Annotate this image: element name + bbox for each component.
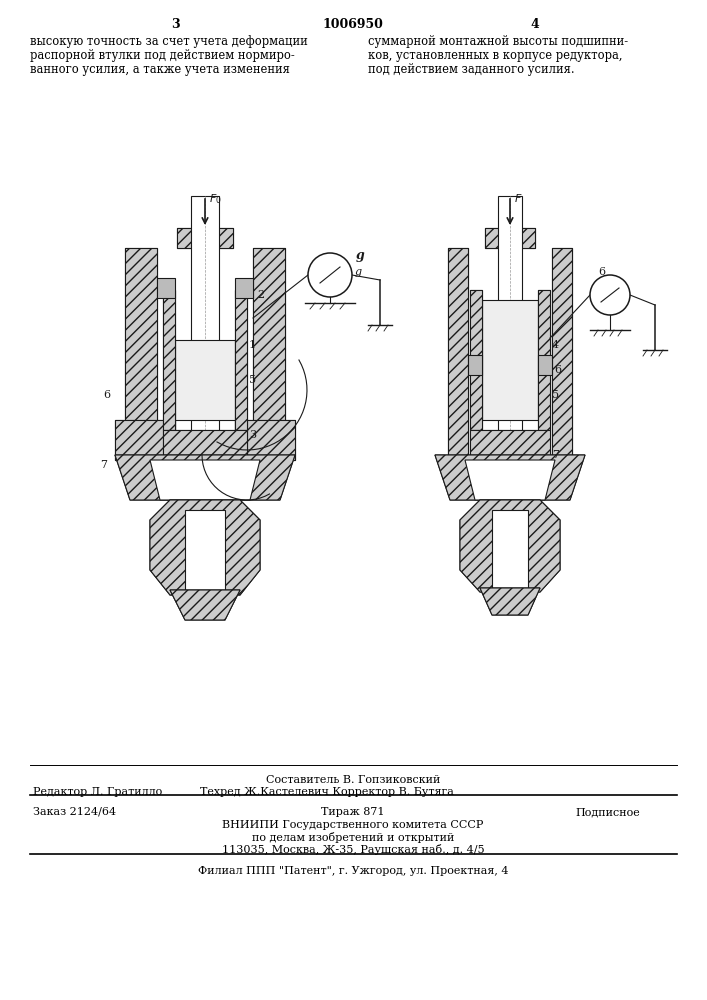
Polygon shape — [468, 355, 482, 375]
Polygon shape — [235, 290, 247, 430]
Polygon shape — [460, 500, 560, 592]
Polygon shape — [492, 510, 528, 588]
Text: Заказ 2124/64: Заказ 2124/64 — [33, 807, 116, 817]
Polygon shape — [163, 430, 247, 455]
Text: 7: 7 — [552, 450, 559, 460]
Polygon shape — [235, 290, 247, 430]
Text: Техред Ж.Кастелевич Корректор В. Бутяга: Техред Ж.Кастелевич Корректор В. Бутяга — [200, 787, 454, 797]
Text: 2: 2 — [257, 290, 264, 300]
Polygon shape — [177, 228, 233, 248]
Text: Тираж 871: Тираж 871 — [321, 807, 385, 817]
Polygon shape — [253, 248, 285, 430]
Text: 3: 3 — [249, 430, 256, 440]
Text: суммарной монтажной высоты подшипни-: суммарной монтажной высоты подшипни- — [368, 35, 628, 48]
Polygon shape — [125, 248, 157, 430]
Polygon shape — [175, 340, 235, 420]
Polygon shape — [150, 500, 260, 595]
Text: 6: 6 — [103, 390, 110, 400]
Polygon shape — [538, 290, 550, 430]
Polygon shape — [115, 420, 175, 460]
Polygon shape — [460, 500, 560, 592]
Text: Составитель В. Гопзиковский: Составитель В. Гопзиковский — [266, 775, 440, 785]
Text: 4: 4 — [552, 340, 559, 350]
Polygon shape — [150, 500, 260, 595]
Polygon shape — [485, 228, 535, 248]
Polygon shape — [435, 455, 585, 500]
Polygon shape — [163, 430, 247, 455]
Text: $F_0$: $F_0$ — [209, 192, 222, 206]
Polygon shape — [235, 420, 295, 460]
Polygon shape — [465, 460, 555, 500]
Polygon shape — [115, 420, 175, 460]
Polygon shape — [480, 588, 540, 615]
Polygon shape — [157, 278, 175, 298]
Polygon shape — [435, 455, 585, 500]
Polygon shape — [470, 430, 550, 455]
Polygon shape — [538, 290, 550, 430]
Polygon shape — [552, 248, 572, 460]
Polygon shape — [177, 228, 233, 248]
Polygon shape — [498, 196, 522, 530]
Polygon shape — [125, 248, 157, 430]
Polygon shape — [482, 300, 538, 420]
Text: 7: 7 — [100, 460, 107, 470]
Polygon shape — [470, 290, 482, 430]
Polygon shape — [170, 590, 240, 620]
Text: 4: 4 — [531, 18, 539, 31]
Text: 5: 5 — [249, 375, 256, 385]
Text: 6: 6 — [598, 267, 605, 277]
Text: 1006950: 1006950 — [322, 18, 383, 31]
Text: распорной втулки под действием нормиро-: распорной втулки под действием нормиро- — [30, 49, 295, 62]
Polygon shape — [185, 510, 225, 590]
Polygon shape — [552, 248, 572, 460]
Polygon shape — [253, 248, 285, 430]
Polygon shape — [448, 248, 468, 460]
Text: под действием заданного усилия.: под действием заданного усилия. — [368, 63, 575, 76]
Text: ВНИИПИ Государственного комитета СССР: ВНИИПИ Государственного комитета СССР — [222, 820, 484, 830]
Text: 6: 6 — [554, 365, 561, 375]
Circle shape — [590, 275, 630, 315]
Polygon shape — [150, 460, 260, 500]
Text: 113035, Москва, Ж-35, Раушская наб., д. 4/5: 113035, Москва, Ж-35, Раушская наб., д. … — [222, 844, 484, 855]
Text: ков, установленных в корпусе редуктора,: ков, установленных в корпусе редуктора, — [368, 49, 622, 62]
Polygon shape — [115, 455, 295, 500]
Text: $F$: $F$ — [514, 192, 522, 204]
Polygon shape — [480, 588, 540, 615]
Polygon shape — [191, 196, 219, 530]
Text: Филиал ППП "Патент", г. Ужгород, ул. Проектная, 4: Филиал ППП "Патент", г. Ужгород, ул. Про… — [198, 866, 508, 876]
Text: 5: 5 — [552, 390, 559, 400]
Polygon shape — [170, 590, 240, 620]
Text: 3: 3 — [170, 18, 180, 31]
Polygon shape — [235, 278, 253, 298]
Polygon shape — [470, 430, 550, 455]
Text: 1: 1 — [249, 340, 256, 350]
Text: Подписное: Подписное — [575, 807, 640, 817]
Text: Редактор Л. Гратилло: Редактор Л. Гратилло — [33, 787, 162, 797]
Text: по делам изобретений и открытий: по делам изобретений и открытий — [252, 832, 454, 843]
Circle shape — [308, 253, 352, 297]
Polygon shape — [115, 455, 295, 500]
Polygon shape — [163, 290, 175, 430]
Polygon shape — [485, 228, 535, 248]
Text: g: g — [355, 267, 362, 277]
Text: ванного усилия, а также учета изменения: ванного усилия, а также учета изменения — [30, 63, 290, 76]
Polygon shape — [538, 355, 552, 375]
Polygon shape — [448, 248, 468, 460]
Polygon shape — [235, 420, 295, 460]
Text: высокую точность за счет учета деформации: высокую точность за счет учета деформаци… — [30, 35, 308, 48]
Polygon shape — [163, 290, 175, 430]
Polygon shape — [470, 290, 482, 430]
Text: g: g — [356, 249, 365, 262]
